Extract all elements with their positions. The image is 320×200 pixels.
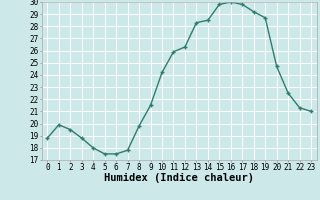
- X-axis label: Humidex (Indice chaleur): Humidex (Indice chaleur): [104, 173, 254, 183]
